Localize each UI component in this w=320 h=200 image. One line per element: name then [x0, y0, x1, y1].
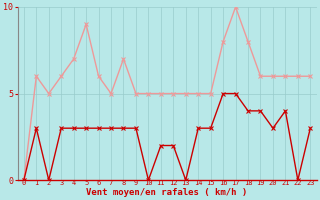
- X-axis label: Vent moyen/en rafales ( km/h ): Vent moyen/en rafales ( km/h ): [86, 188, 248, 197]
